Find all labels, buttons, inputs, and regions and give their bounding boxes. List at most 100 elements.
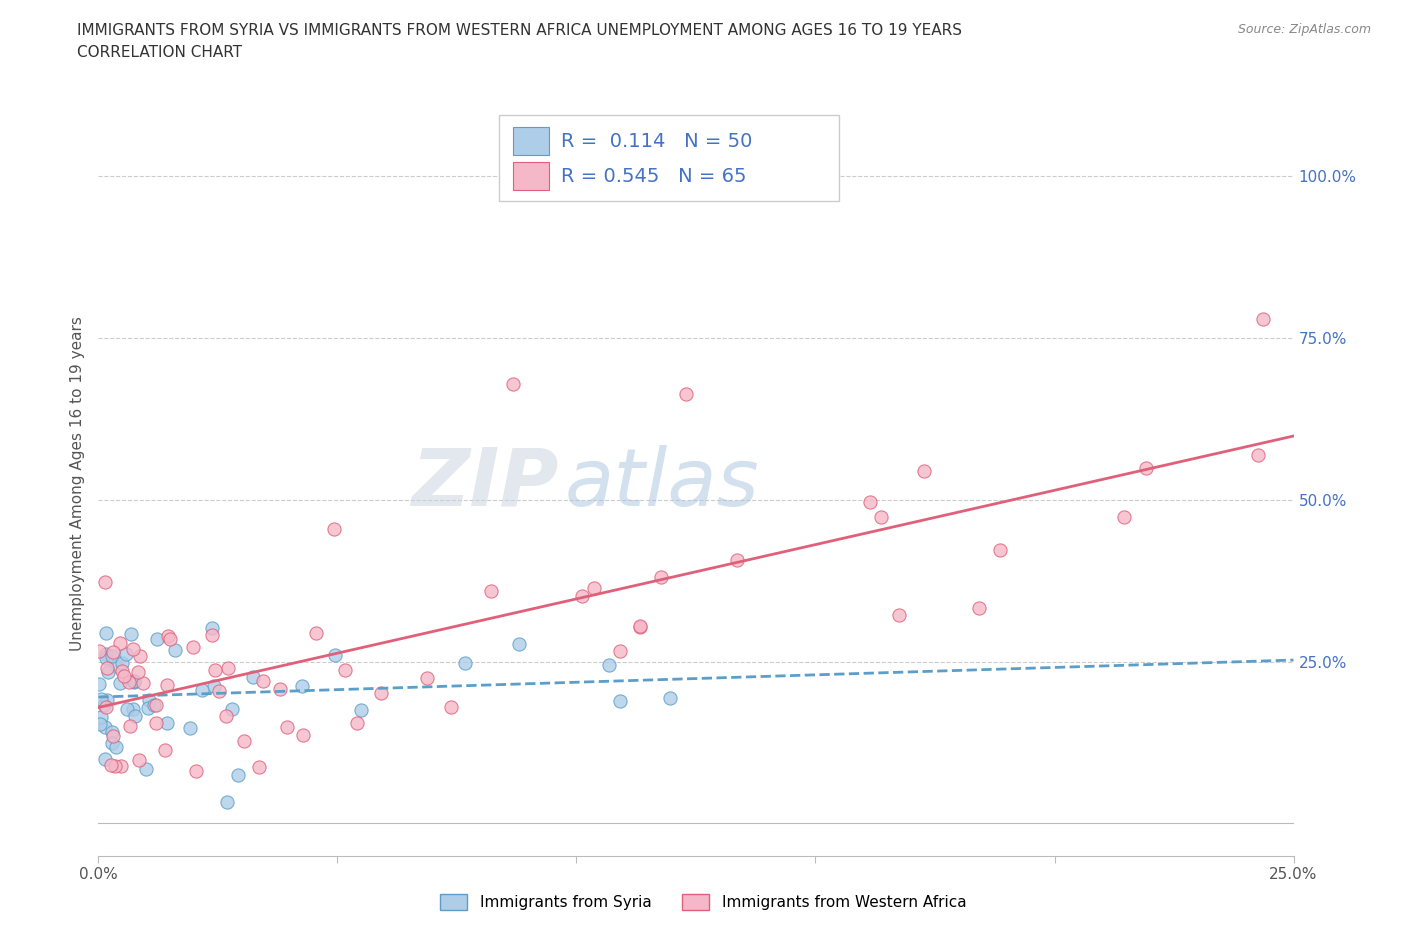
Y-axis label: Unemployment Among Ages 16 to 19 years: Unemployment Among Ages 16 to 19 years <box>69 316 84 651</box>
Point <box>100 758 122 773</box>
Point <box>292 727 315 742</box>
Point <box>90 691 112 706</box>
Point <box>100 736 122 751</box>
Point <box>104 758 127 773</box>
Point <box>202 679 225 694</box>
Point <box>508 637 530 652</box>
Point <box>120 719 142 734</box>
Point <box>200 628 222 643</box>
Point <box>988 542 1011 557</box>
Point <box>650 570 672 585</box>
Point <box>122 673 145 688</box>
Point <box>145 716 167 731</box>
Point <box>96 664 118 679</box>
Point <box>1246 447 1268 462</box>
Point <box>104 739 127 754</box>
Point <box>887 608 910 623</box>
Point <box>870 510 893 525</box>
Point <box>134 762 156 777</box>
Text: Source: ZipAtlas.com: Source: ZipAtlas.com <box>1237 23 1371 36</box>
Point <box>582 581 605 596</box>
Point <box>146 631 169 646</box>
Legend: Immigrants from Syria, Immigrants from Western Africa: Immigrants from Syria, Immigrants from W… <box>432 886 974 918</box>
Point <box>105 658 128 673</box>
Point <box>912 463 935 478</box>
Point <box>122 701 145 716</box>
Point <box>304 625 326 640</box>
Point <box>129 649 152 664</box>
Point <box>115 647 138 662</box>
Point <box>346 715 368 730</box>
Point <box>323 647 346 662</box>
Text: ZIP: ZIP <box>411 445 558 523</box>
Point <box>207 684 229 698</box>
Point <box>111 655 134 670</box>
Point <box>179 721 201 736</box>
Point <box>103 728 125 743</box>
Point <box>96 693 118 708</box>
Point <box>370 685 392 700</box>
Text: R =  0.114   N = 50: R = 0.114 N = 50 <box>561 132 752 151</box>
Point <box>118 674 141 689</box>
Point <box>247 760 270 775</box>
Point <box>1135 460 1157 475</box>
Point <box>101 644 124 659</box>
Point <box>967 601 990 616</box>
Point <box>252 673 274 688</box>
Point <box>112 669 135 684</box>
Point <box>100 649 122 664</box>
Point <box>90 709 112 724</box>
Point <box>124 709 146 724</box>
Point <box>115 702 138 717</box>
Point <box>276 719 298 734</box>
Point <box>221 701 243 716</box>
Text: R = 0.545   N = 65: R = 0.545 N = 65 <box>561 166 747 186</box>
Point <box>335 662 357 677</box>
Point <box>415 671 437 685</box>
Bar <box>513 162 548 191</box>
Point <box>153 743 176 758</box>
Point <box>94 720 117 735</box>
Point <box>122 674 145 689</box>
Point <box>454 656 477 671</box>
Point <box>659 690 682 705</box>
Point <box>233 734 256 749</box>
Point <box>94 751 117 766</box>
Point <box>89 676 111 691</box>
Bar <box>513 127 548 155</box>
Point <box>122 642 145 657</box>
Point <box>628 619 651 634</box>
Point <box>110 759 132 774</box>
Point <box>217 795 239 810</box>
Point <box>94 575 117 590</box>
Point <box>1251 312 1274 326</box>
Point <box>571 589 593 604</box>
Point <box>155 678 177 693</box>
Point <box>96 651 118 666</box>
Point <box>204 662 226 677</box>
Point <box>121 673 143 688</box>
FancyBboxPatch shape <box>499 115 839 201</box>
Text: atlas: atlas <box>565 445 759 523</box>
Point <box>120 627 142 642</box>
Point <box>159 631 181 646</box>
Point <box>94 626 117 641</box>
Point <box>725 552 748 567</box>
Point <box>87 643 110 658</box>
Point <box>215 709 238 724</box>
Point <box>598 658 620 672</box>
Point <box>156 716 179 731</box>
Point <box>93 698 115 712</box>
Point <box>350 702 373 717</box>
Point <box>127 665 149 680</box>
Point <box>226 768 249 783</box>
Point <box>138 693 160 708</box>
Point <box>479 583 502 598</box>
Point <box>110 635 132 650</box>
Point <box>675 387 697 402</box>
Point <box>217 661 239 676</box>
Point <box>108 675 131 690</box>
Point <box>186 764 208 778</box>
Point <box>136 700 159 715</box>
Point <box>201 620 224 635</box>
